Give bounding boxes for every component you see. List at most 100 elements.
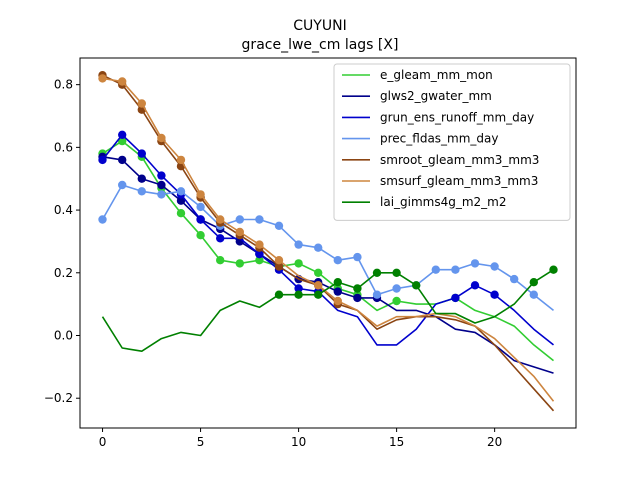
data-point <box>235 215 244 224</box>
data-point <box>333 256 342 265</box>
data-point <box>372 268 382 277</box>
legend-label: lai_gimms4g_m2_m2 <box>380 195 507 209</box>
legend-label: glws2_gwater_mm <box>380 89 492 103</box>
data-point <box>549 265 558 274</box>
x-tick-label: 5 <box>197 435 205 449</box>
data-point <box>333 287 342 296</box>
data-point <box>353 293 362 303</box>
y-tick-label: 0.4 <box>54 203 73 217</box>
legend-label: e_gleam_mm_mon <box>380 68 493 82</box>
data-point <box>314 290 323 299</box>
data-point <box>470 281 480 290</box>
data-point <box>196 231 205 240</box>
x-tick-label: 15 <box>389 435 404 449</box>
data-point <box>176 209 186 218</box>
data-point <box>235 259 244 268</box>
data-point <box>294 284 303 293</box>
y-tick-label: 0.2 <box>54 266 73 280</box>
data-point <box>333 296 342 306</box>
data-point <box>274 221 284 230</box>
data-point <box>118 130 127 139</box>
data-point <box>294 240 303 249</box>
data-point <box>529 290 538 299</box>
data-point <box>157 171 166 180</box>
series-lai_gimms4g_m2_m2 <box>101 265 558 353</box>
y-tick-label: 0.8 <box>54 78 73 92</box>
series-smsurf_gleam_mm3_mm3 <box>98 74 555 402</box>
data-point <box>118 136 127 146</box>
axes-frame <box>79 57 577 429</box>
data-point <box>235 227 244 237</box>
data-point <box>314 268 323 277</box>
data-point <box>294 259 303 268</box>
series-line <box>102 77 555 402</box>
data-point <box>314 243 323 252</box>
data-point <box>98 155 107 165</box>
data-point <box>98 215 107 224</box>
series-line <box>102 140 554 362</box>
data-point <box>176 187 186 196</box>
data-point <box>118 155 127 165</box>
series-line <box>101 269 554 353</box>
legend-label: grun_ens_runoff_mm_day <box>380 110 534 124</box>
data-point <box>196 190 205 199</box>
y-tick-label: 0.6 <box>54 140 73 154</box>
x-tick-label: 0 <box>99 435 107 449</box>
data-point <box>255 240 264 249</box>
data-point <box>255 215 264 224</box>
data-point <box>137 149 146 158</box>
data-point <box>216 234 225 243</box>
data-point <box>176 155 186 165</box>
data-point <box>157 180 166 190</box>
data-point <box>274 256 284 265</box>
chart-title: CUYUNI <box>293 18 346 34</box>
data-point <box>353 284 362 293</box>
y-tick-label: −0.2 <box>44 391 73 405</box>
data-point <box>372 290 382 299</box>
data-point <box>470 259 480 268</box>
legend-label: smsurf_gleam_mm3_mm3 <box>380 174 538 188</box>
data-point <box>255 249 264 259</box>
data-point <box>294 290 303 299</box>
data-point <box>118 180 127 190</box>
data-point <box>431 265 440 274</box>
data-point <box>157 133 166 143</box>
data-point <box>529 278 538 287</box>
data-point <box>490 290 499 299</box>
data-point <box>392 268 401 277</box>
data-point <box>216 256 225 265</box>
data-point <box>176 196 186 205</box>
data-point <box>157 190 166 199</box>
legend-label: prec_fldas_mm_day <box>380 132 499 146</box>
data-point <box>118 77 127 86</box>
data-point <box>333 278 342 287</box>
data-point <box>353 252 362 262</box>
chart-subtitle: grace_lwe_cm lags [X] <box>242 37 399 53</box>
data-point <box>451 265 460 274</box>
data-point <box>137 187 146 196</box>
series-prec_fldas_mm_day <box>98 180 554 312</box>
legend-box <box>333 63 571 221</box>
plot-area <box>98 71 558 412</box>
data-point <box>98 74 107 83</box>
data-point <box>451 293 460 303</box>
data-point <box>510 274 519 284</box>
y-tick-label: 0.0 <box>54 329 73 343</box>
x-tick-label: 20 <box>487 435 502 449</box>
legend-label: smroot_gleam_mm3_mm3 <box>380 153 539 167</box>
axis-ticks: 0 5 10 15 20 −0.2 0.0 0.2 0.4 0.6 0.8 <box>44 78 502 449</box>
data-point <box>392 284 401 293</box>
data-point <box>216 215 225 224</box>
data-point <box>392 296 401 306</box>
data-point <box>137 174 146 183</box>
data-point <box>196 202 205 212</box>
data-point <box>274 290 284 299</box>
legend: e_gleam_mm_mon glws2_gwater_mm grun_ens_ru… <box>333 63 571 221</box>
data-point <box>490 262 499 271</box>
data-point <box>137 99 146 108</box>
x-tick-label: 10 <box>291 435 306 449</box>
data-point <box>274 262 284 271</box>
data-point <box>314 281 323 290</box>
data-point <box>412 281 421 290</box>
